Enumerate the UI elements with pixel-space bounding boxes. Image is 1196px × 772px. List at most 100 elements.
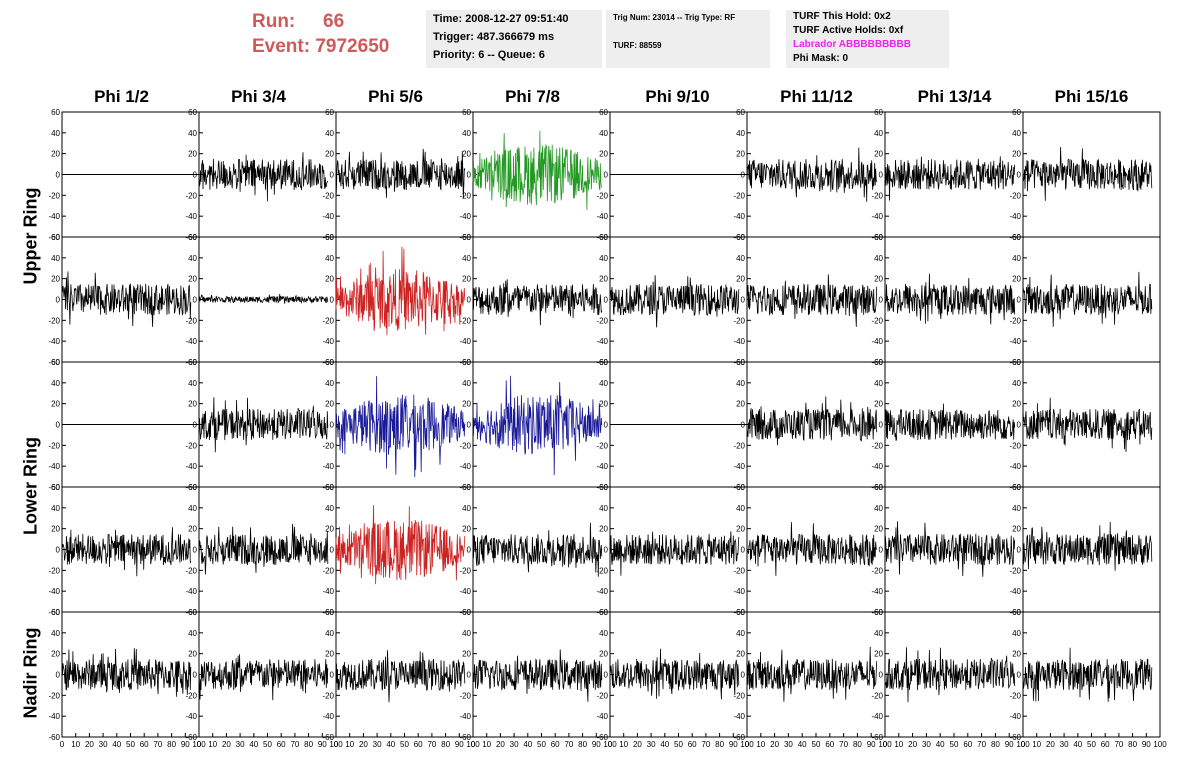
y-tick-label: -40: [459, 462, 471, 471]
y-tick-label: 0: [56, 171, 61, 180]
x-tick-label: 90: [455, 740, 464, 749]
y-tick-label: 60: [188, 108, 197, 117]
y-tick-label: 40: [874, 129, 883, 138]
y-tick-label: 20: [736, 525, 745, 534]
x-tick-label: 90: [181, 740, 190, 749]
x-tick-label: 80: [167, 740, 176, 749]
y-tick-label: 20: [874, 400, 883, 409]
y-tick-label: -40: [185, 587, 197, 596]
time-info-box: Time: 2008-12-27 09:51:40 Trigger: 487.3…: [426, 10, 602, 68]
y-tick-label: -20: [596, 316, 608, 325]
x-tick-label: 30: [1060, 740, 1069, 749]
labrador-text: Labrador ABBBBBBBBB: [793, 39, 911, 50]
waveform-trace-r3-c5: [746, 522, 878, 576]
y-tick-label: -40: [322, 712, 334, 721]
y-tick-label: 0: [741, 421, 746, 430]
y-tick-label: 40: [874, 379, 883, 388]
x-tick-label: 10: [345, 740, 354, 749]
x-tick-label: 80: [578, 740, 587, 749]
y-tick-label: 60: [736, 483, 745, 492]
y-tick-label: 0: [330, 546, 335, 555]
waveform-trace-r4-c1: [198, 654, 329, 701]
y-tick-label: 20: [325, 400, 334, 409]
y-tick-label: 40: [51, 254, 60, 263]
y-tick-label: -20: [733, 566, 745, 575]
y-tick-label: 60: [599, 233, 608, 242]
x-tick-label: 60: [140, 740, 149, 749]
y-tick-label: -20: [459, 691, 471, 700]
y-tick-label: 20: [736, 650, 745, 659]
y-tick-label: 60: [325, 483, 334, 492]
y-tick-label: -20: [322, 566, 334, 575]
y-tick-label: 20: [188, 150, 197, 159]
y-tick-label: -40: [733, 462, 745, 471]
y-tick-label: 20: [325, 650, 334, 659]
y-tick-label: -60: [459, 733, 471, 742]
y-tick-label: 40: [599, 129, 608, 138]
y-tick-label: 40: [325, 629, 334, 638]
y-tick-label: -20: [733, 316, 745, 325]
x-tick-label: 60: [1101, 740, 1110, 749]
x-tick-label: 0: [1021, 740, 1026, 749]
x-tick-label: 100: [878, 740, 892, 749]
y-tick-label: -40: [871, 712, 883, 721]
y-tick-label: 60: [188, 233, 197, 242]
y-tick-label: 0: [467, 671, 472, 680]
y-tick-label: 60: [51, 233, 60, 242]
waveform-trace-r1-c0: [61, 271, 192, 327]
y-tick-label: -40: [48, 462, 60, 471]
x-tick-label: 60: [551, 740, 560, 749]
x-tick-label: 70: [977, 740, 986, 749]
trig-num-text: Trig Num: 23014 -- Trig Type: RF: [613, 13, 736, 22]
y-tick-label: 20: [325, 275, 334, 284]
x-tick-label: 0: [471, 740, 476, 749]
y-tick-label: -60: [48, 358, 60, 367]
y-tick-label: 0: [467, 296, 472, 305]
y-tick-label: -20: [48, 566, 60, 575]
x-tick-label: 100: [1153, 740, 1167, 749]
y-tick-label: 40: [736, 504, 745, 513]
waveform-trace-r0-c5: [746, 147, 878, 202]
y-tick-label: 40: [462, 379, 471, 388]
y-tick-label: 40: [1012, 254, 1021, 263]
y-tick-label: 60: [874, 608, 883, 617]
y-tick-label: 0: [879, 546, 884, 555]
y-tick-label: 0: [879, 421, 884, 430]
turf-active-holds-text: TURF Active Holds: 0xf: [793, 25, 904, 36]
x-tick-label: 80: [991, 740, 1000, 749]
y-tick-label: 20: [462, 150, 471, 159]
y-tick-label: 0: [56, 671, 61, 680]
waveform-trace-r2-c6: [884, 403, 1016, 441]
y-tick-label: 60: [874, 233, 883, 242]
x-tick-label: 60: [688, 740, 697, 749]
y-tick-label: 60: [874, 483, 883, 492]
y-tick-label: 20: [599, 650, 608, 659]
y-tick-label: 40: [599, 629, 608, 638]
y-tick-label: 60: [736, 608, 745, 617]
y-tick-label: 40: [1012, 629, 1021, 638]
turf-this-hold-text: TURF This Hold: 0x2: [793, 11, 891, 22]
y-tick-label: -20: [733, 191, 745, 200]
y-tick-label: 60: [462, 358, 471, 367]
event-label: Event:: [252, 36, 311, 57]
x-tick-label: 0: [745, 740, 750, 749]
time-text: Time: 2008-12-27 09:51:40: [433, 13, 569, 25]
y-tick-label: 40: [51, 629, 60, 638]
y-tick-label: 40: [599, 254, 608, 263]
x-tick-label: 70: [839, 740, 848, 749]
y-tick-label: -60: [596, 733, 608, 742]
y-tick-label: 40: [874, 629, 883, 638]
x-tick-label: 90: [1142, 740, 1151, 749]
x-tick-label: 30: [784, 740, 793, 749]
x-tick-label: 50: [126, 740, 135, 749]
y-tick-label: 20: [1012, 650, 1021, 659]
x-tick-label: 80: [853, 740, 862, 749]
y-tick-label: 60: [51, 608, 60, 617]
y-tick-label: 20: [874, 275, 883, 284]
y-tick-label: 0: [193, 671, 198, 680]
y-tick-label: 20: [736, 400, 745, 409]
y-tick-label: -20: [596, 566, 608, 575]
y-tick-label: -60: [48, 233, 60, 242]
y-tick-label: -20: [459, 566, 471, 575]
